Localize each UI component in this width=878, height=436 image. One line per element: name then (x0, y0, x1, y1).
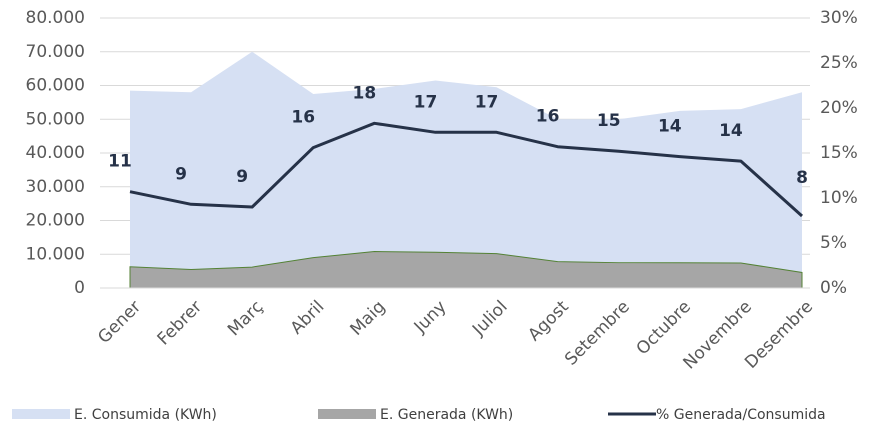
legend-swatch (12, 409, 70, 419)
legend-swatch (318, 409, 376, 419)
data-label: 11 (108, 152, 132, 172)
data-label: 16 (536, 107, 560, 127)
y2-tick-label: 15% (820, 143, 858, 163)
y-tick-label: 0 (74, 278, 85, 298)
data-label: 18 (353, 83, 377, 103)
x-tick-label: Octubre (633, 297, 695, 359)
y-tick-label: 20.000 (26, 211, 85, 231)
data-label: 14 (719, 121, 743, 141)
data-label: 17 (475, 92, 499, 112)
data-label: 9 (175, 164, 187, 184)
x-tick-label: Agost (524, 297, 573, 346)
data-label: 16 (291, 108, 315, 128)
x-tick-label: Març (224, 297, 267, 340)
legend-label: % Generada/Consumida (656, 407, 826, 423)
data-label: 17 (414, 92, 438, 112)
y-tick-label: 60.000 (26, 76, 85, 96)
x-tick-label: Setembre (561, 297, 634, 370)
data-label: 14 (658, 117, 682, 137)
x-tick-label: Abril (287, 297, 329, 339)
area (129, 251, 803, 289)
legend-label: E. Consumida (KWh) (74, 407, 217, 423)
area (130, 51, 802, 288)
y2-tick-label: 30% (820, 8, 858, 28)
y-tick-label: 10.000 (26, 244, 85, 264)
y2-tick-label: 0% (820, 278, 847, 298)
legend-label: E. Generada (KWh) (380, 407, 513, 423)
y2-tick-label: 10% (820, 188, 858, 208)
data-label: 9 (236, 167, 248, 187)
y-tick-label: 50.000 (26, 109, 85, 129)
x-tick-label: Maig (347, 297, 390, 340)
x-tick-label: Gener (94, 297, 145, 348)
y2-tick-label: 20% (820, 98, 858, 118)
data-label: 8 (796, 168, 808, 188)
y-tick-label: 80.000 (26, 8, 85, 28)
y2-tick-label: 5% (820, 233, 847, 253)
line (129, 121, 804, 218)
y2-tick-label: 25% (820, 53, 858, 73)
x-tick-label: Febrer (154, 297, 206, 349)
y-tick-label: 40.000 (26, 143, 85, 163)
x-tick-label: Juny (410, 297, 451, 338)
data-label: 15 (597, 111, 621, 131)
x-tick-label: Juliol (468, 297, 511, 340)
y-tick-label: 30.000 (26, 177, 85, 197)
y-tick-label: 70.000 (26, 42, 85, 62)
